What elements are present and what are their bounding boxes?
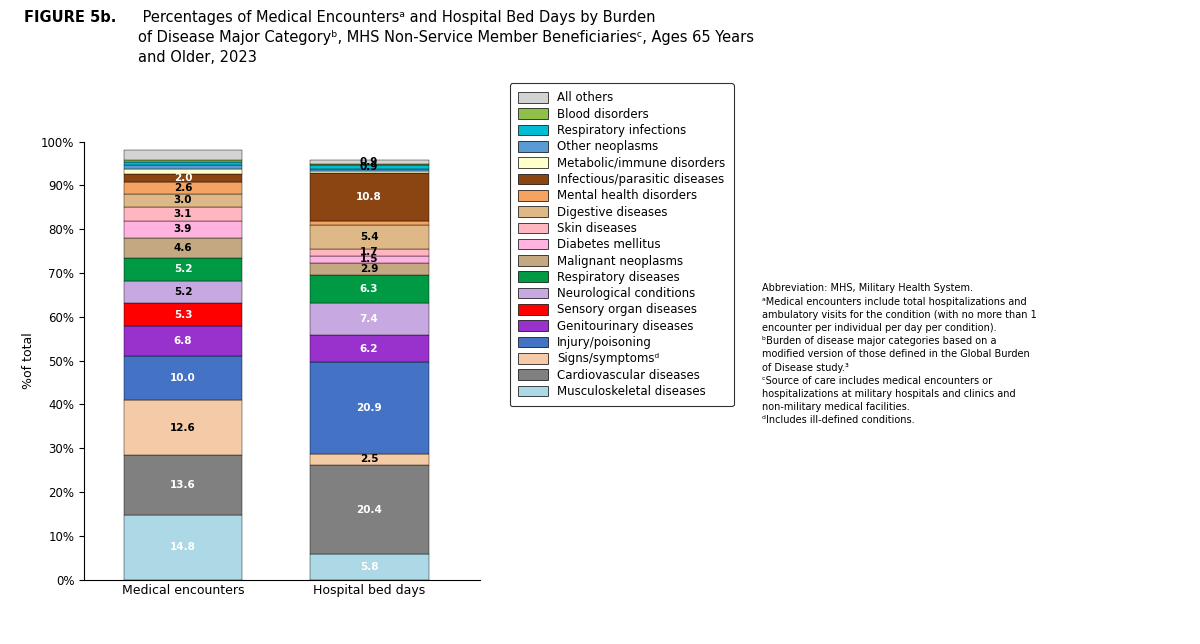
Bar (310, 173, 428, 220)
Bar (310, 363, 428, 454)
Bar (310, 256, 428, 263)
Bar (124, 238, 242, 258)
Text: 12.6: 12.6 (170, 422, 196, 433)
Text: 2.9: 2.9 (360, 264, 378, 274)
Text: 10.0: 10.0 (170, 373, 196, 383)
Bar (310, 263, 428, 275)
Text: 5.2: 5.2 (174, 264, 192, 274)
Bar (310, 275, 428, 303)
Text: 3.1: 3.1 (174, 209, 192, 219)
Bar (124, 160, 242, 162)
Bar (310, 465, 428, 554)
Text: 4.6: 4.6 (174, 243, 192, 252)
Bar (310, 225, 428, 249)
Bar (310, 454, 428, 465)
Text: 3.9: 3.9 (174, 224, 192, 234)
Text: 6.8: 6.8 (174, 336, 192, 346)
Text: 20.9: 20.9 (356, 403, 382, 413)
Bar (124, 169, 242, 174)
Text: 20.4: 20.4 (356, 504, 382, 515)
Bar (310, 303, 428, 336)
Text: 10.8: 10.8 (356, 192, 382, 202)
Bar (310, 160, 428, 164)
Bar (124, 182, 242, 194)
Bar (124, 220, 242, 238)
Text: Percentages of Medical Encountersᵃ and Hospital Bed Days by Burden
of Disease Ma: Percentages of Medical Encountersᵃ and H… (138, 10, 754, 66)
Text: 5.4: 5.4 (360, 232, 378, 242)
Legend: All others, Blood disorders, Respiratory infections, Other neoplasms, Metabolic/: All others, Blood disorders, Respiratory… (510, 83, 733, 406)
Bar (124, 356, 242, 400)
Text: 1.5: 1.5 (360, 254, 378, 264)
Bar (310, 164, 428, 165)
Bar (124, 281, 242, 303)
Text: 0.9: 0.9 (360, 162, 378, 172)
Bar (310, 249, 428, 256)
Text: 6.2: 6.2 (360, 344, 378, 354)
Bar (124, 165, 242, 169)
Text: 5.2: 5.2 (174, 287, 192, 297)
Bar (310, 169, 428, 171)
Text: 2.0: 2.0 (174, 173, 192, 183)
Bar (310, 554, 428, 580)
Text: 1.7: 1.7 (360, 247, 378, 257)
Text: 2.6: 2.6 (174, 183, 192, 193)
Bar (124, 194, 242, 207)
Bar (310, 336, 428, 363)
Text: 5.8: 5.8 (360, 562, 378, 572)
Text: 14.8: 14.8 (170, 542, 196, 552)
Text: FIGURE 5b.: FIGURE 5b. (24, 10, 116, 24)
Bar (124, 327, 242, 356)
Bar (124, 400, 242, 455)
Text: 7.4: 7.4 (360, 314, 378, 324)
Bar (310, 220, 428, 225)
Y-axis label: %of total: %of total (23, 332, 35, 389)
Bar (124, 174, 242, 182)
Bar (310, 165, 428, 169)
Text: Abbreviation: MHS, Military Health System.
ᵃMedical encounters include total hos: Abbreviation: MHS, Military Health Syste… (762, 283, 1037, 425)
Text: 3.0: 3.0 (174, 195, 192, 205)
Bar (124, 207, 242, 220)
Bar (124, 303, 242, 327)
Bar (124, 151, 242, 160)
Text: 13.6: 13.6 (170, 480, 196, 490)
Bar (124, 162, 242, 165)
Bar (124, 258, 242, 281)
Bar (124, 515, 242, 580)
Bar (310, 171, 428, 173)
Text: 2.5: 2.5 (360, 455, 378, 464)
Bar (124, 455, 242, 515)
Text: 6.3: 6.3 (360, 284, 378, 294)
Text: 5.3: 5.3 (174, 310, 192, 320)
Text: 0.9: 0.9 (360, 156, 378, 167)
